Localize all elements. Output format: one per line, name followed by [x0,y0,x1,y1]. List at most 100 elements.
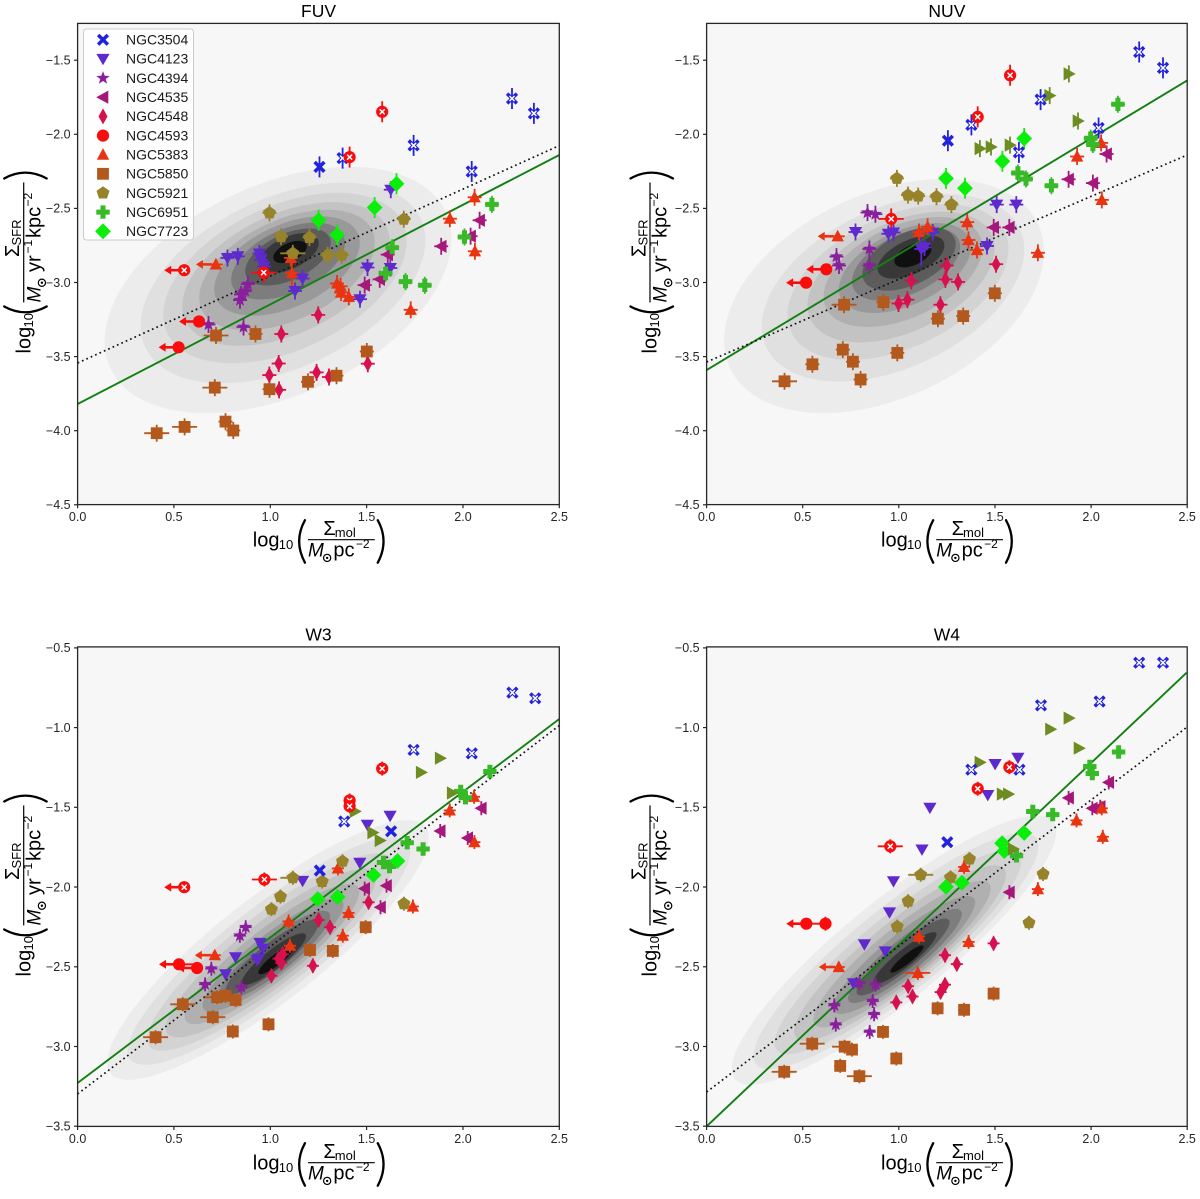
svg-text:yr: yr [650,878,672,895]
svg-text:1.5: 1.5 [986,510,1003,524]
svg-text:−4.5: −4.5 [675,498,700,512]
svg-text:M: M [936,1163,952,1184]
svg-text:SFR: SFR [635,220,650,246]
svg-text:1.5: 1.5 [358,1132,375,1146]
svg-text:log: log [253,529,280,551]
svg-text:1.0: 1.0 [262,1132,279,1146]
svg-text:−1.5: −1.5 [675,54,700,68]
svg-text:pc: pc [333,539,354,561]
svg-text:−0.5: −0.5 [675,641,700,655]
svg-text:0.5: 0.5 [794,1132,811,1146]
svg-text:10: 10 [647,936,662,950]
svg-text:W3: W3 [305,624,331,644]
svg-text:−2.0: −2.0 [46,880,71,894]
svg-text:NGC4535: NGC4535 [126,89,188,105]
svg-text:log: log [640,327,662,354]
svg-text:Σ: Σ [952,1141,964,1163]
svg-text:pc: pc [962,539,983,561]
svg-text:−2: −2 [647,192,661,206]
svg-text:2.5: 2.5 [1179,1132,1196,1146]
svg-text:−1: −1 [647,239,661,253]
svg-text:0.0: 0.0 [698,1132,715,1146]
svg-text:SFR: SFR [635,843,650,869]
svg-text:NGC5921: NGC5921 [126,185,188,201]
svg-text:1.5: 1.5 [986,1132,1003,1146]
svg-text:2.0: 2.0 [454,1132,471,1146]
svg-text:NGC4593: NGC4593 [126,127,188,143]
svg-text:log: log [640,950,662,977]
svg-text:−3.5: −3.5 [46,350,71,364]
svg-text:mol: mol [335,525,356,540]
svg-text:log: log [13,950,35,977]
svg-text:−3.5: −3.5 [675,1120,700,1134]
svg-text:−3.5: −3.5 [46,1120,71,1134]
svg-text:NGC6951: NGC6951 [126,204,188,220]
svg-text:−0.5: −0.5 [46,641,71,655]
svg-text:NGC7723: NGC7723 [126,223,188,239]
svg-text:0.5: 0.5 [165,1132,182,1146]
svg-text:SFR: SFR [9,220,24,246]
svg-text:log: log [13,327,35,354]
svg-text:2.0: 2.0 [454,510,471,524]
svg-text:NGC5383: NGC5383 [126,147,188,163]
svg-text:−1.5: −1.5 [46,801,71,815]
svg-text:mol: mol [335,1148,356,1163]
svg-text:M: M [24,909,45,925]
svg-text:1.5: 1.5 [358,510,375,524]
svg-text:M: M [651,909,672,925]
svg-text:NGC4394: NGC4394 [126,70,188,86]
svg-text:10: 10 [279,537,293,552]
svg-text:NGC4123: NGC4123 [126,51,188,67]
svg-text:yr: yr [650,255,672,272]
svg-text:2.5: 2.5 [551,1132,568,1146]
svg-text:W4: W4 [934,624,961,644]
svg-text:−2.5: −2.5 [46,202,71,216]
svg-text:10: 10 [279,1160,293,1175]
svg-text:SFR: SFR [9,843,24,869]
svg-text:Σ: Σ [628,868,650,880]
svg-text:−3.0: −3.0 [675,1040,700,1054]
svg-text:10: 10 [21,313,36,327]
svg-text:1.0: 1.0 [890,1132,907,1146]
svg-text:kpc: kpc [650,830,672,861]
svg-text:−1.5: −1.5 [46,54,71,68]
svg-text:−3.0: −3.0 [46,1040,71,1054]
svg-text:−4.0: −4.0 [675,424,700,438]
svg-text:Σ: Σ [628,245,650,257]
svg-text:pc: pc [333,1162,354,1184]
svg-text:−2: −2 [356,1160,370,1174]
svg-text:2.0: 2.0 [1082,510,1099,524]
svg-text:−2: −2 [21,815,35,829]
svg-text:−1.5: −1.5 [675,801,700,815]
svg-text:yr: yr [23,878,45,895]
svg-text:−1.0: −1.0 [46,721,71,735]
svg-text:−3.5: −3.5 [675,350,700,364]
svg-text:0.0: 0.0 [69,1132,86,1146]
svg-text:−3.0: −3.0 [675,276,700,290]
svg-text:mol: mol [963,525,984,540]
svg-text:M: M [308,1163,324,1184]
svg-text:−2: −2 [21,192,35,206]
svg-text:NUV: NUV [928,1,965,21]
svg-text:log: log [881,529,908,551]
svg-text:Σ: Σ [952,518,964,540]
svg-text:M: M [936,540,952,561]
svg-text:0.0: 0.0 [69,510,86,524]
svg-text:pc: pc [962,1162,983,1184]
svg-text:−4.0: −4.0 [46,424,71,438]
svg-text:2.5: 2.5 [551,510,568,524]
svg-text:Σ: Σ [2,868,24,880]
svg-text:2.5: 2.5 [1179,510,1196,524]
svg-text:10: 10 [647,313,662,327]
svg-text:0.5: 0.5 [794,510,811,524]
svg-text:kpc: kpc [23,830,45,861]
svg-text:Σ: Σ [323,518,335,540]
svg-text:0.0: 0.0 [698,510,715,524]
svg-text:log: log [881,1152,908,1174]
svg-text:−1: −1 [21,862,35,876]
svg-text:NGC3504: NGC3504 [126,32,188,48]
svg-text:1.0: 1.0 [890,510,907,524]
svg-text:−2: −2 [984,537,998,551]
svg-text:−2: −2 [356,537,370,551]
svg-text:2.0: 2.0 [1082,1132,1099,1146]
